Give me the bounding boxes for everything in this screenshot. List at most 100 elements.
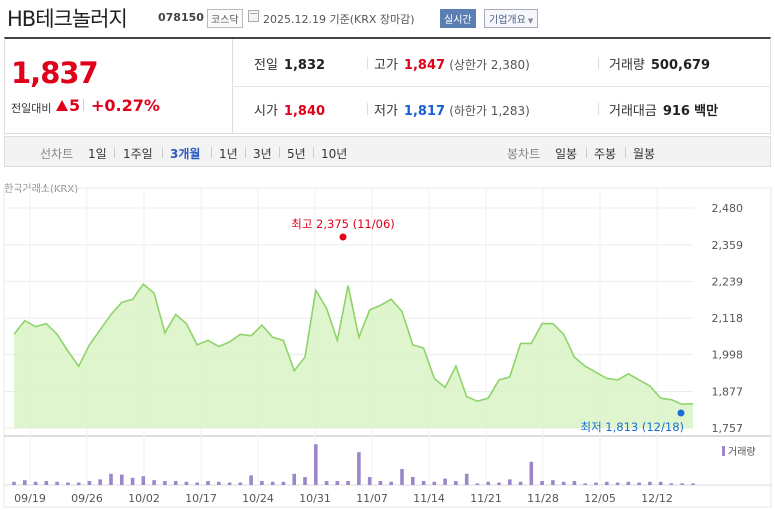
price-line <box>13 282 694 406</box>
volume-bar <box>173 481 178 485</box>
tab-daily[interactable]: 일봉 <box>555 147 578 161</box>
volume-bar <box>346 481 350 485</box>
prev-close: 전일 1,832 <box>254 58 326 73</box>
divider <box>598 103 599 115</box>
x-tick-label: 10/31 <box>299 492 331 505</box>
x-tick-label: 12/05 <box>584 492 616 505</box>
volume-bar <box>357 452 361 485</box>
volume-bar <box>411 477 415 485</box>
tab-1y[interactable]: 1년 <box>219 147 238 161</box>
x-tick-label: 10/02 <box>128 492 160 505</box>
stock-name: HB테크놀러지 <box>7 7 128 31</box>
divider <box>114 147 115 158</box>
volume-legend-swatch <box>722 446 725 456</box>
volume-bar <box>76 482 81 485</box>
volume-bar <box>648 481 652 485</box>
x-tick-label: 11/21 <box>470 492 502 505</box>
y-tick-label: 2,480 <box>712 202 744 215</box>
tab-3y[interactable]: 3년 <box>253 147 272 161</box>
volume-bar <box>292 473 296 485</box>
y-tick-label: 2,118 <box>712 312 744 325</box>
volume-bar <box>141 476 146 485</box>
tab-10y[interactable]: 10년 <box>321 147 348 161</box>
divider <box>586 147 587 158</box>
divider <box>83 99 84 111</box>
price-chart: 2,480 2,359 2,239 2,118 1,998 1,877 1,757 09/19… <box>3 187 772 508</box>
x-tick-label: 10/17 <box>185 492 217 505</box>
volume-bar <box>120 474 124 485</box>
volume-bar <box>464 473 469 485</box>
volume-bar <box>130 477 135 485</box>
y-tick-label: 2,359 <box>712 239 744 252</box>
realtime-button[interactable]: 실시간 <box>440 9 476 28</box>
volume-bar <box>367 477 372 485</box>
divider <box>367 103 368 115</box>
volume-bar <box>217 481 221 485</box>
volume-bar <box>432 481 437 485</box>
volume-bar <box>551 480 555 485</box>
volume-bar <box>163 481 167 485</box>
chart-period-tabs: 선차트 1일 1주일 3개월 1년 3년 5년 10년 봉차트 일봉 주봉 월봉 <box>4 136 771 167</box>
volume-bar <box>605 481 609 485</box>
company-info-dropdown[interactable]: 기업개요 ▼ <box>484 9 539 28</box>
tab-5y[interactable]: 5년 <box>287 147 306 161</box>
stock-code: 078150 <box>158 11 204 24</box>
volume-bar <box>529 461 534 485</box>
stock-header: HB테크놀러지 078150 코스닥 2025.12.19 기준(KRX 장마감… <box>0 0 775 34</box>
volume-bar <box>497 482 501 485</box>
volume-bar <box>324 481 329 485</box>
volume-bar <box>626 481 631 485</box>
price-area <box>14 284 693 428</box>
tab-monthly[interactable]: 월봉 <box>633 147 656 161</box>
volume-bar <box>389 481 393 485</box>
volume-bar <box>206 481 210 485</box>
quote-panel: 1,837 전일대비 5 +0.27% 전일 1,832 고가 1,847 (상한가… <box>4 37 771 134</box>
tab-1d[interactable]: 1일 <box>88 147 107 161</box>
chevron-down-icon: ▼ <box>527 17 534 25</box>
volume-bar <box>335 481 340 485</box>
volume-legend: 거래량 <box>728 446 756 458</box>
volume-bar <box>540 481 544 485</box>
divider <box>367 57 368 69</box>
volume: 거래량 500,679 <box>609 58 711 73</box>
current-price: 1,837 <box>11 56 99 90</box>
up-triangle-icon <box>56 100 68 111</box>
divider <box>598 57 599 69</box>
high-point <box>339 233 347 241</box>
market-badge: 코스닥 <box>207 9 243 28</box>
volume-bar <box>561 481 566 485</box>
y-tick-label: 1,757 <box>712 422 744 435</box>
high-price: 고가 1,847 (상한가 2,380) <box>374 58 530 73</box>
volume-bar <box>615 482 620 485</box>
volume-bar <box>583 483 587 485</box>
volume-bar <box>508 479 512 485</box>
candle-chart-label: 봉차트 <box>507 147 541 161</box>
chart-frame <box>3 187 772 508</box>
volume-bar <box>518 481 523 485</box>
x-tick-label: 11/28 <box>527 492 559 505</box>
volume-bar <box>249 475 253 485</box>
volume-bar <box>12 481 16 485</box>
volume-bar <box>454 481 458 485</box>
divider <box>234 86 770 87</box>
divider <box>279 147 280 158</box>
volume-bar <box>314 444 318 485</box>
volume-bar <box>55 481 59 485</box>
volume-bar <box>486 481 490 485</box>
tab-1w[interactable]: 1주일 <box>123 147 153 161</box>
calendar-icon <box>248 10 259 22</box>
tab-3m[interactable]: 3개월 <box>170 147 201 161</box>
x-tick-label: 09/19 <box>14 492 46 505</box>
volume-bar <box>33 481 38 485</box>
volume-bar <box>443 478 447 485</box>
tab-weekly[interactable]: 주봉 <box>594 147 617 161</box>
volume-bar <box>23 480 27 485</box>
volume-bar <box>680 483 684 485</box>
price-change-percent: +0.27% <box>91 96 160 115</box>
volume-bar <box>98 479 102 485</box>
low-point <box>677 409 685 417</box>
volume-bar <box>152 480 156 485</box>
volume-bar <box>87 481 92 485</box>
price-change: 5 <box>56 96 80 115</box>
volume-bar <box>66 482 70 485</box>
